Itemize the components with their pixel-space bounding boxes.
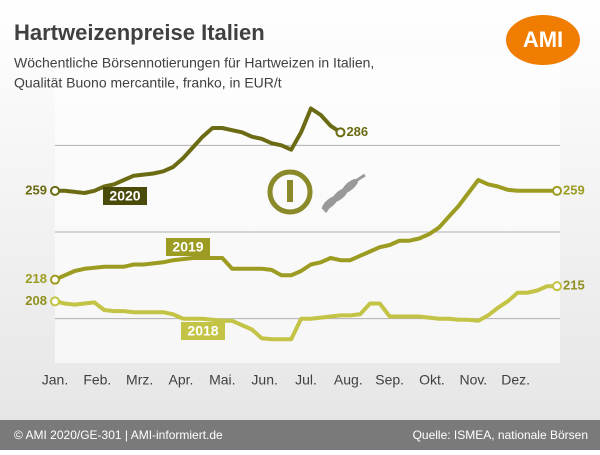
- legend-box: [103, 187, 147, 205]
- legend-box: [166, 238, 210, 256]
- line: [55, 106, 342, 195]
- value-label: 259: [563, 182, 585, 197]
- logo-text: AMI: [523, 27, 563, 52]
- value-label: 218: [25, 271, 47, 286]
- chart-title: Hartweizenpreise Italien: [14, 20, 265, 45]
- icon: [267, 169, 366, 215]
- footer-left: © AMI 2020/GE-301 | AMI-informiert.de: [14, 428, 223, 442]
- value-label: 286: [346, 124, 368, 139]
- x-tick-label: Jul.: [295, 372, 317, 388]
- x-tick-label: Aug.: [334, 372, 363, 388]
- subtitle: Qualität Buono mercantile, franko, in EU…: [14, 75, 282, 91]
- point-marker: [335, 127, 346, 138]
- legend-label: 2019: [172, 239, 203, 255]
- x-tick-label: Mrz.: [126, 372, 153, 388]
- subtitle: Wöchentliche Börsennotierungen für Hartw…: [14, 55, 374, 71]
- legend-box: [181, 322, 225, 340]
- x-tick-label: Nov.: [459, 372, 487, 388]
- logo: [506, 15, 580, 65]
- point-marker: [50, 274, 60, 285]
- x-tick-label: Mai.: [209, 372, 235, 388]
- point-marker: [552, 281, 562, 292]
- value-label: 215: [563, 278, 585, 293]
- x-tick-label: Feb.: [83, 372, 111, 388]
- x-tick-label: Apr.: [169, 372, 194, 388]
- footer: [0, 420, 600, 450]
- footer-right: Quelle: ISMEA, nationale Börsen: [413, 428, 588, 442]
- x-tick-label: Dez.: [501, 372, 530, 388]
- legend-label: 2020: [109, 188, 140, 204]
- value-label: 259: [25, 182, 47, 197]
- x-tick-label: Jun.: [251, 372, 277, 388]
- line: [54, 178, 557, 282]
- legend-label: 2018: [187, 323, 218, 339]
- x-tick-label: Sep.: [375, 372, 404, 388]
- x-tick-label: Okt.: [419, 372, 445, 388]
- x-tick-label: Jan.: [42, 372, 68, 388]
- line: [54, 284, 557, 342]
- value-label: 208: [25, 293, 47, 308]
- point-marker: [50, 185, 60, 196]
- point-marker: [50, 296, 60, 307]
- point-marker: [552, 185, 562, 196]
